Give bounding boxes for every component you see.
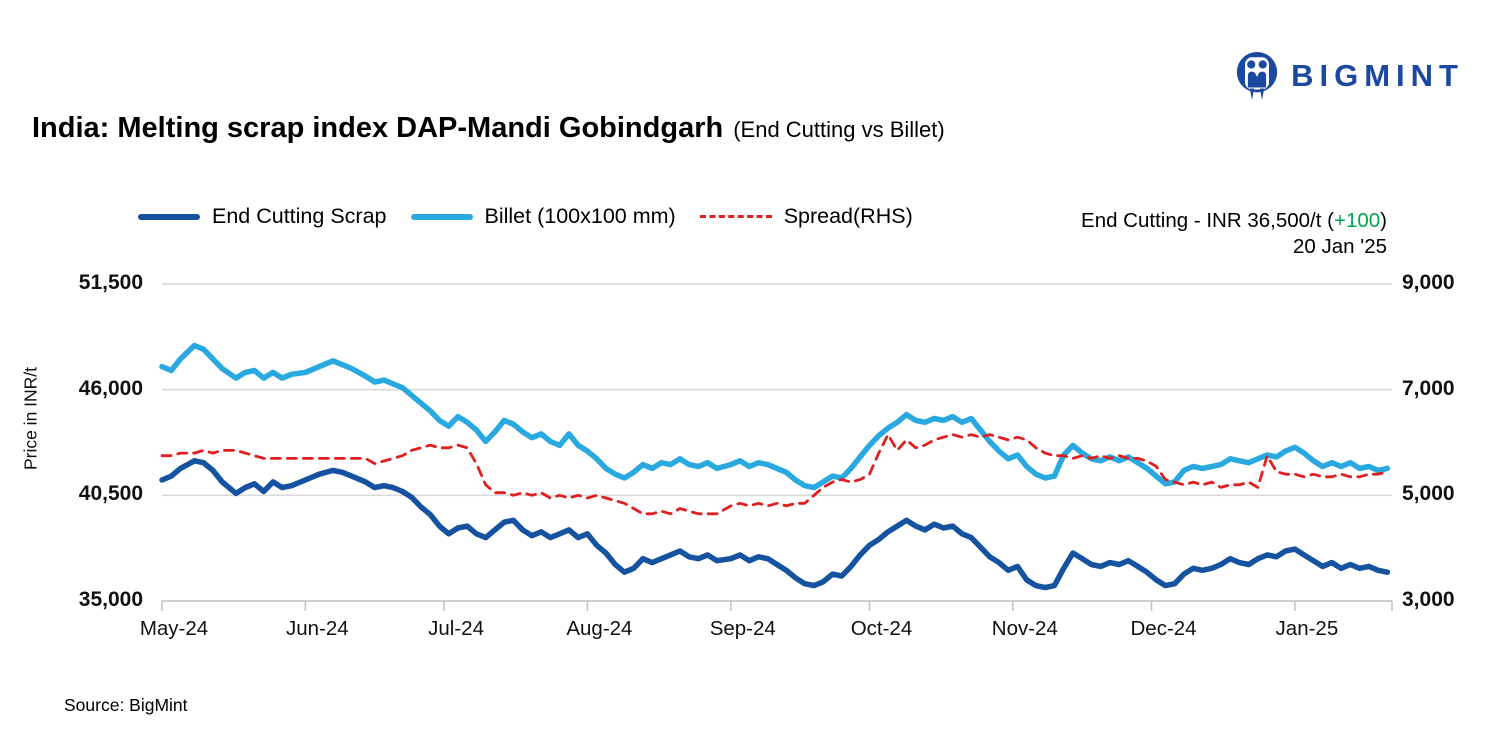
- y-axis-tick-right: 3,000: [1402, 588, 1455, 611]
- series-spread-rhs: [160, 433, 1389, 516]
- y-axis-tick-right: 5,000: [1402, 482, 1455, 506]
- y-axis-tick-left: 46,000: [78, 376, 143, 400]
- page-title-row: India: Melting scrap index DAP-Mandi Gob…: [32, 112, 945, 145]
- bigmint-logo: BIGMINT: [1233, 50, 1464, 102]
- legend-item-billet: Billet (100x100 mm): [410, 204, 676, 229]
- annotation-change: +100: [1333, 209, 1381, 232]
- x-axis-tick-label: Dec-24: [1130, 617, 1197, 640]
- x-axis-tick-label: Jun-24: [286, 617, 349, 640]
- legend-label-billet: Billet (100x100 mm): [484, 204, 676, 228]
- legend-label-spread: Spread(RHS): [783, 204, 913, 228]
- legend-item-spread: Spread(RHS): [699, 204, 913, 229]
- x-axis-tick-label: May-24: [139, 617, 209, 640]
- bigmint-logo-icon: [1233, 50, 1281, 102]
- x-axis-tick-label: Sep-24: [709, 617, 776, 640]
- series-billet-100x100-mm: [159, 342, 1391, 491]
- logo-text: BIGMINT: [1291, 58, 1464, 93]
- legend-swatch-spread: [699, 215, 772, 218]
- source-note: Source: BigMint: [64, 695, 188, 715]
- legend-swatch-billet: [410, 213, 473, 220]
- y-axis-tick-left: 35,000: [78, 588, 143, 611]
- annotation-date: 20 Jan '25: [1293, 235, 1387, 258]
- legend-label-end-cutting-scrap: End Cutting Scrap: [212, 204, 387, 228]
- page-subtitle: (End Cutting vs Billet): [733, 117, 945, 142]
- x-axis-tick-label: Jul-24: [428, 617, 484, 640]
- latest-price-annotation: End Cutting - INR 36,500/t (+100) 20 Jan…: [1081, 208, 1387, 260]
- annotation-close-paren: ): [1380, 209, 1387, 232]
- x-axis-tick-label: Aug-24: [566, 617, 633, 640]
- x-axis-tick-label: Oct-24: [850, 617, 913, 640]
- x-axis-tick-label: Jan-25: [1275, 617, 1339, 640]
- annotation-price-line: End Cutting - INR 36,500/t (+100): [1081, 208, 1387, 234]
- x-axis-tick-label: Nov-24: [991, 617, 1058, 640]
- legend-item-end-cutting-scrap: End Cutting Scrap: [138, 204, 387, 229]
- legend-swatch-end-cutting-scrap: [138, 213, 200, 220]
- series-end-cutting-scrap: [159, 458, 1391, 591]
- y-axis-tick-left: 40,500: [78, 482, 143, 506]
- annotation-price-text: End Cutting - INR 36,500/t (: [1081, 209, 1334, 232]
- y-axis-tick-left: 51,500: [78, 271, 143, 294]
- legend: End Cutting Scrap Billet (100x100 mm) Sp…: [138, 204, 913, 229]
- page-title: India: Melting scrap index DAP-Mandi Gob…: [32, 112, 724, 144]
- y-axis-tick-right: 9,000: [1402, 271, 1455, 294]
- y-axis-tick-right: 7,000: [1402, 376, 1455, 400]
